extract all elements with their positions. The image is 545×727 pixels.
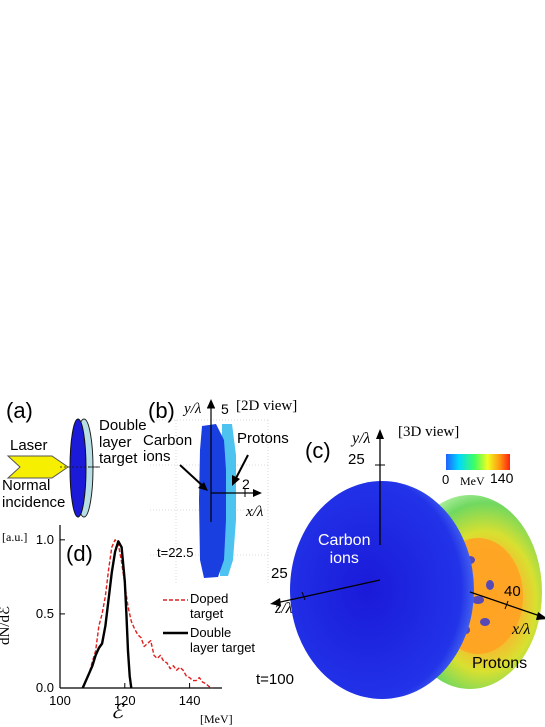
panel-c-z-axis-label: z/λ bbox=[275, 600, 293, 617]
panel-c-x-tick: 40 bbox=[504, 583, 521, 600]
legend-doped-label: Doped target bbox=[190, 591, 229, 621]
colorbar-max: 140 bbox=[490, 470, 514, 486]
x-tick-label: 140 bbox=[179, 693, 201, 708]
panel-d-x-unit: [MeV] bbox=[200, 712, 233, 726]
panel-b-y-tick: 5 bbox=[221, 401, 229, 417]
panel-b-view-label: [2D view] bbox=[236, 398, 298, 414]
panel-c-view-label: [3D view] bbox=[398, 424, 460, 440]
target-back-layer bbox=[74, 418, 94, 518]
panel-d-y-unit: [a.u.] bbox=[2, 530, 28, 544]
protons-2d bbox=[220, 424, 236, 576]
legend-double-label: Double layer target bbox=[190, 625, 256, 655]
panel-c-x-axis-label: x/λ bbox=[512, 621, 531, 638]
panel-b-x-tick: 2 bbox=[242, 476, 250, 492]
panel-c-time: t=100 bbox=[256, 671, 294, 688]
panel-b-carbon-label: Carbon ions bbox=[143, 432, 193, 465]
panel-c-protons-label: Protons bbox=[472, 655, 528, 672]
panel-c-label: (c) bbox=[305, 438, 331, 463]
target-front-layer bbox=[69, 418, 87, 518]
laser-label: Laser bbox=[10, 437, 48, 454]
double-layer-target-label: Double layer target bbox=[99, 417, 147, 467]
y-tick-label: 0.5 bbox=[36, 606, 54, 621]
panel-d-y-label: dN/dℰ bbox=[0, 605, 14, 646]
y-tick-label: 1.0 bbox=[36, 532, 54, 547]
laser-arrow bbox=[6, 455, 69, 479]
panel-d-x-label: ℰ bbox=[111, 701, 124, 723]
panel-b-x-axis-label: x/λ bbox=[246, 504, 264, 520]
colorbar bbox=[446, 454, 510, 470]
colorbar-unit: MeV bbox=[460, 474, 485, 488]
panel-c-y-tick: 25 bbox=[348, 451, 365, 468]
panel-a-label: (a) bbox=[6, 398, 33, 423]
y-tick-label: 0.0 bbox=[36, 680, 54, 695]
panel-c-y-axis-label: y/λ bbox=[352, 430, 371, 447]
panel-c-carbon-label: Carbon ions bbox=[318, 532, 371, 567]
panel-b-time: t=22.5 bbox=[157, 545, 194, 560]
panel-c-z-tick: 25 bbox=[271, 565, 288, 582]
carbon-ions-3d bbox=[290, 481, 474, 699]
carbon-ions-2d bbox=[199, 424, 226, 578]
panel-d-label: (d) bbox=[66, 541, 93, 566]
normal-incidence-label: Normal incidence bbox=[2, 477, 66, 511]
panel-b-label: (b) bbox=[148, 398, 175, 423]
panel-b-y-axis-label: y/λ bbox=[184, 401, 202, 417]
x-tick-label: 100 bbox=[49, 693, 71, 708]
panel-b-protons-label: Protons bbox=[237, 430, 289, 447]
colorbar-min: 0 bbox=[442, 472, 450, 487]
